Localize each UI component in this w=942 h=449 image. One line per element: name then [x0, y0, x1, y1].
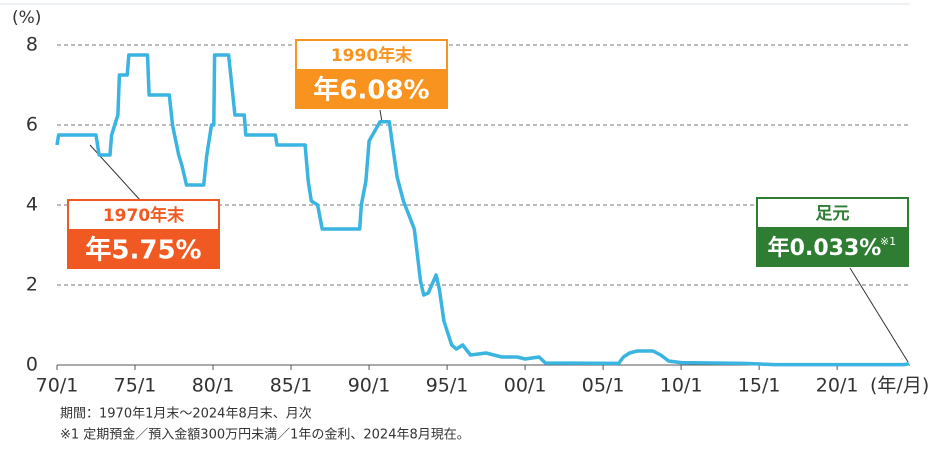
annotation-title: 足元: [816, 204, 850, 224]
x-tick-label: 95/1: [426, 375, 469, 397]
x-unit: (年/月): [870, 375, 929, 397]
x-tick-label: 00/1: [504, 375, 547, 397]
y-tick-label: 8: [26, 34, 38, 56]
annotation-body: [756, 228, 909, 267]
x-tick-label: 15/1: [738, 375, 781, 397]
annotation-body: [295, 70, 448, 109]
footnote: ※1 定期預金／預入金額300万円未満／1年の金利、2024年8月現在。: [60, 427, 470, 443]
x-tick-label: 70/1: [36, 375, 79, 397]
rate-line: [55, 53, 910, 367]
y-unit: (%): [12, 8, 41, 28]
x-tick-label: 20/1: [816, 375, 859, 397]
footnote: 期間：1970年1月末～2024年8月末、月次: [60, 406, 312, 422]
x-tick-label: 10/1: [660, 375, 703, 397]
leader-line: [849, 267, 909, 363]
annotation-value: 年6.08%: [313, 75, 429, 106]
annotation-header: [756, 197, 909, 229]
x-tick-label: 90/1: [348, 375, 391, 397]
annotation-body: [67, 230, 220, 269]
y-tick-label: 0: [26, 354, 38, 376]
y-tick-label: 6: [26, 114, 38, 136]
annotation-title: 1990年末: [331, 45, 413, 66]
y-tick-label: 2: [26, 274, 38, 296]
annotation-title: 1970年末: [103, 205, 185, 226]
annotation-note: ※1: [880, 235, 896, 248]
x-tick-label: 75/1: [114, 375, 157, 397]
x-tick-label: 80/1: [192, 375, 235, 397]
x-tick-label: 05/1: [582, 375, 625, 397]
x-tick-label: 85/1: [270, 375, 313, 397]
annotation-value: 年5.75%: [85, 235, 201, 266]
leader-line: [379, 109, 383, 123]
y-tick-label: 4: [26, 194, 38, 216]
annotation-value: 年0.033%: [768, 235, 882, 261]
